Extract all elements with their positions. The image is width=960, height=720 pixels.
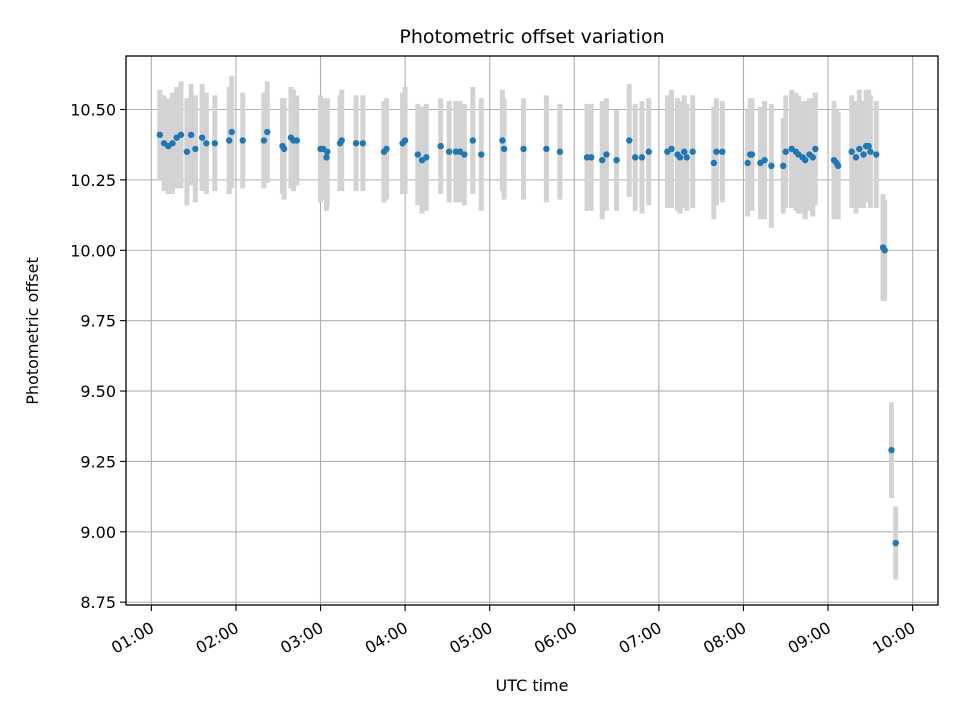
data-point [812,145,819,153]
plot-frame [125,55,939,606]
data-point [626,137,633,144]
data-point [676,154,684,161]
data-point [499,137,506,144]
y-tick-label: 9.25 [80,452,116,471]
data-point [461,151,468,158]
data-point [543,145,550,153]
data-point [802,156,809,164]
data-point [780,162,787,169]
y-tick-label: 10.00 [70,241,116,260]
data-point [293,137,301,144]
y-axis-ticks: 8.75 9.00 9.25 9.50 9.75 10.00 10.25 10.50 [70,100,126,612]
data-point [323,154,330,161]
data-point [867,148,874,155]
data-point [225,137,233,144]
y-tick-label: 10.25 [70,171,116,190]
data-point [892,539,899,547]
data-point [383,145,390,153]
data-point [668,145,675,153]
data-point [748,151,756,158]
chart-title: Photometric offset variation [399,26,664,48]
data-point [603,151,610,158]
data-point [239,137,246,144]
data-point [713,148,720,155]
data-point [744,159,751,167]
data-point [588,154,595,161]
data-point [681,148,688,155]
data-point [834,162,842,169]
data-point [645,148,652,155]
data-point [414,151,422,158]
data-point [710,159,718,167]
data-point [631,154,639,161]
data-point [183,148,191,155]
data-point [156,131,164,139]
y-tick-label: 10.50 [70,100,116,119]
data-point [187,131,195,139]
data-point [719,148,726,155]
data-point [437,142,444,150]
data-point [556,148,564,155]
data-point [211,140,219,147]
data-point [260,137,268,144]
data-point [177,131,185,139]
data-point [865,142,872,150]
data-point [689,148,696,155]
data-point [478,151,485,158]
data-point [203,140,210,147]
data-point [192,145,199,153]
data-point [423,154,430,161]
y-axis-label: Photometric offset [23,257,42,405]
data-point [280,145,288,153]
data-point [856,145,863,153]
data-point [599,156,606,164]
data-point [638,154,646,161]
data-point [848,148,855,155]
data-point [852,154,860,161]
data-point [324,148,331,155]
y-tick-label: 8.75 [80,593,116,612]
y-tick-label: 9.75 [80,312,116,331]
y-tick-label: 9.00 [80,523,116,542]
data-point [338,137,345,144]
data-point [198,134,206,141]
data-point [613,156,620,164]
data-point [782,148,789,155]
data-point [264,128,271,136]
data-point [228,128,235,136]
data-points [156,128,899,547]
data-point [761,156,768,164]
x-axis-label: UTC time [496,676,569,695]
data-point [352,140,360,147]
data-point [881,247,888,254]
data-point [445,148,453,155]
data-point [469,137,476,144]
data-point [683,154,690,161]
data-point [888,446,895,454]
data-point [768,162,775,169]
data-point [500,145,508,153]
data-point [873,151,880,158]
data-point [359,140,367,147]
data-point [520,145,527,153]
data-point [809,154,817,161]
y-tick-label: 9.50 [80,382,116,401]
data-point [169,140,176,147]
data-point [860,151,867,158]
data-point [401,137,409,144]
